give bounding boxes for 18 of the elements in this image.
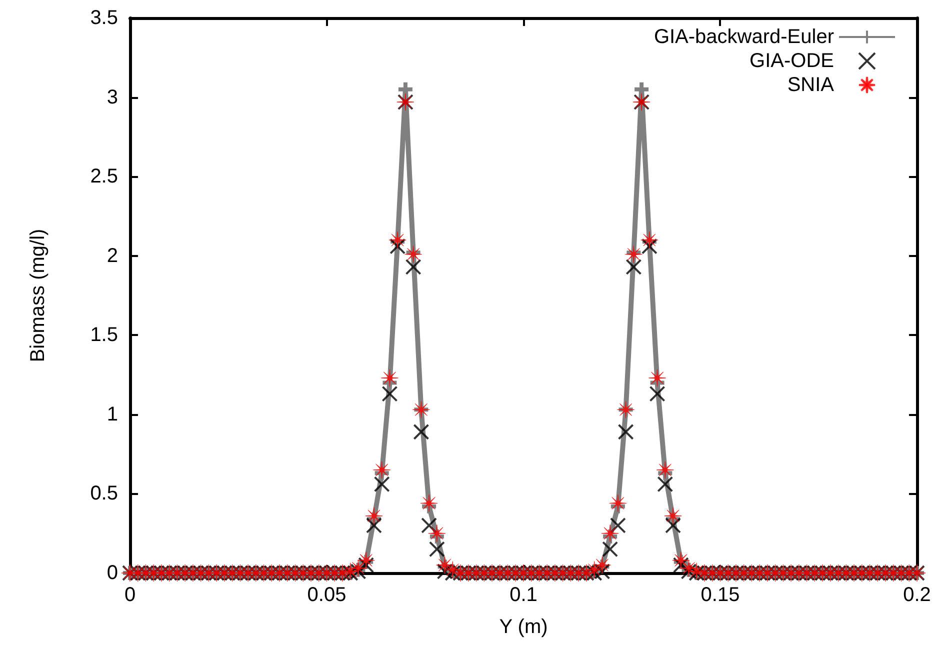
y-tick-label: 1.5 — [90, 324, 118, 346]
x-tick-label: 0.1 — [510, 584, 538, 606]
y-tick-label: 0 — [106, 562, 118, 584]
x-axis-title: Y (m) — [499, 616, 548, 638]
x-tick-label: 0.2 — [903, 584, 931, 606]
y-tick-label: 3.5 — [90, 7, 118, 29]
y-tick-label: 2 — [106, 244, 118, 267]
legend-label: GIA-backward-Euler — [654, 26, 834, 48]
x-tick-label: 0.15 — [700, 584, 740, 606]
legend-label: GIA-ODE — [750, 50, 834, 72]
y-tick-label: 0.5 — [90, 482, 118, 505]
y-tick-label: 3 — [106, 86, 118, 108]
x-tick-label: 0.05 — [307, 584, 346, 606]
legend-label: SNIA — [787, 74, 835, 96]
y-tick-label: 1 — [106, 403, 118, 426]
x-tick-label: 0 — [124, 584, 136, 606]
y-axis-title: Biomass (mg/l) — [27, 228, 49, 362]
y-tick-label: 2.5 — [90, 166, 118, 188]
